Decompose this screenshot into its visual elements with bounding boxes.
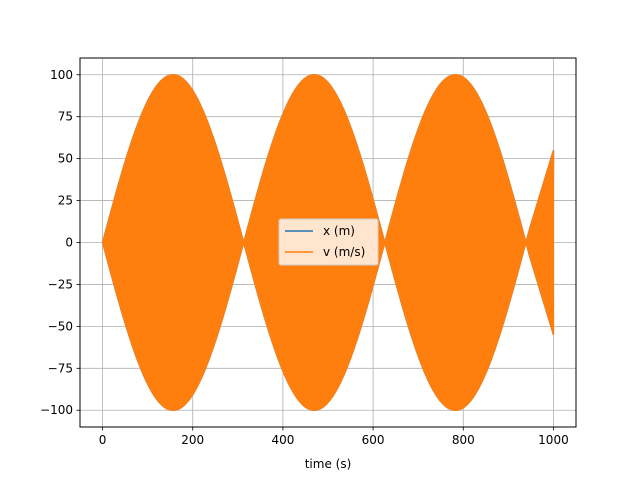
y-tick-label: 25 [58,194,73,208]
legend[interactable]: x (m) v (m/s) [278,218,379,266]
x-tick-label: 600 [362,433,385,447]
series-line-v [101,74,555,411]
x-tick-label: 400 [271,433,294,447]
legend-label-v: v (m/s) [323,245,365,259]
y-tick-label: 0 [65,236,73,250]
x-tick-label: 200 [181,433,204,447]
y-tick-label: 75 [58,110,73,124]
y-tick-label: −75 [48,361,73,375]
x-tick-label: 0 [99,433,107,447]
x-axis-label: time (s) [305,457,352,471]
y-tick-label: −50 [48,319,73,333]
y-tick-label: 50 [58,152,73,166]
x-tick-label: 800 [452,433,475,447]
x-tick-label: 1000 [538,433,569,447]
y-tick-label: 100 [50,68,73,82]
plot-layer [101,74,555,411]
legend-label-x: x (m) [323,224,355,238]
tick-layer: 0 200 400 600 800 1000 −100 −75 −50 −25 0 25 50 75 100 [40,68,569,447]
y-tick-label: −100 [40,403,73,417]
y-tick-label: −25 [48,277,73,291]
